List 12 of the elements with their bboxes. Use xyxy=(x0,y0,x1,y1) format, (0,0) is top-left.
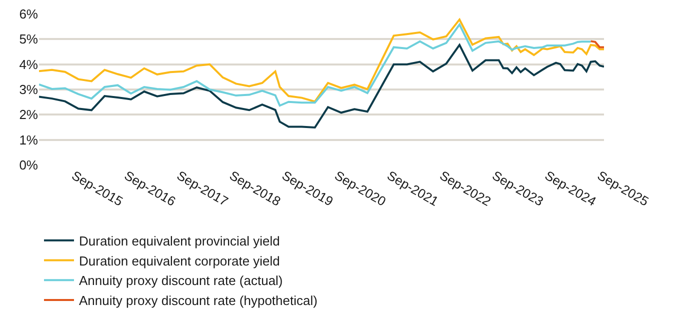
legend-label: Annuity proxy discount rate (actual) xyxy=(79,273,283,288)
y-tick-label: 5% xyxy=(19,32,38,47)
legend-label: Duration equivalent corporate yield xyxy=(79,253,280,268)
legend-label: Annuity proxy discount rate (hypothetical) xyxy=(79,293,318,308)
y-tick-label: 0% xyxy=(19,158,38,173)
y-tick-label: 2% xyxy=(19,107,38,122)
y-tick-label: 1% xyxy=(19,132,38,148)
line-series xyxy=(39,44,604,128)
y-tick-label: 3% xyxy=(19,82,38,98)
legend-label: Duration equivalent provincial yield xyxy=(79,233,280,248)
y-tick-label: 4% xyxy=(19,56,38,72)
y-tick-label: 6% xyxy=(19,6,38,22)
